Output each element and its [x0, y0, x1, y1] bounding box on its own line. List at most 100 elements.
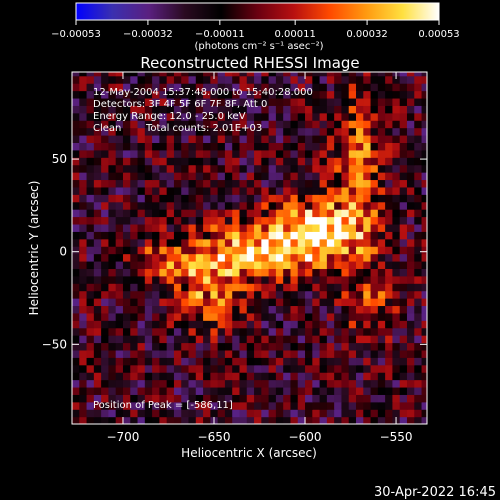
heatmap-cell	[86, 75, 95, 84]
heatmap-cell	[377, 172, 386, 181]
heatmap-cell	[181, 357, 190, 366]
heatmap-cell	[108, 127, 117, 136]
heatmap-cell	[363, 416, 372, 424]
heatmap-cell	[137, 320, 146, 329]
heatmap-cell	[173, 231, 182, 240]
heatmap-cell	[159, 179, 168, 188]
heatmap-cell	[334, 112, 343, 121]
heatmap-cell	[319, 364, 328, 373]
heatmap-cell	[319, 157, 328, 166]
heatmap-cell	[261, 275, 270, 284]
heatmap-cell	[334, 268, 343, 277]
heatmap-cell	[399, 305, 408, 314]
heatmap-cell	[144, 386, 153, 395]
heatmap-cell	[195, 127, 204, 136]
heatmap-cell	[392, 268, 401, 277]
heatmap-cell	[414, 164, 423, 173]
heatmap-cell	[210, 305, 219, 314]
heatmap-cell	[152, 349, 160, 358]
heatmap-cell	[421, 112, 427, 121]
heatmap-cell	[254, 357, 262, 366]
heatmap-cell	[392, 305, 401, 314]
heatmap-cell	[261, 372, 270, 381]
heatmap-cell	[101, 379, 110, 388]
heatmap-cell	[326, 394, 335, 403]
heatmap-cell	[348, 342, 357, 351]
heatmap-cell	[377, 312, 386, 321]
heatmap-cell	[122, 379, 131, 388]
heatmap-cell	[115, 75, 124, 84]
heatmap-cell	[130, 283, 139, 292]
heatmap-cell	[173, 364, 182, 373]
heatmap-cell	[283, 327, 292, 336]
heatmap-cell	[334, 320, 343, 329]
heatmap-cell	[159, 401, 168, 410]
heatmap-cell	[414, 142, 423, 151]
heatmap-cell	[101, 105, 110, 114]
heatmap-cell	[166, 209, 175, 218]
heatmap-cell	[348, 394, 357, 403]
heatmap-cell	[166, 164, 175, 173]
heatmap-cell	[144, 357, 153, 366]
heatmap-cell	[108, 357, 117, 366]
heatmap-cell	[217, 83, 226, 92]
heatmap-cell	[79, 394, 88, 403]
heatmap-cell	[275, 416, 284, 424]
heatmap-cell	[86, 238, 95, 247]
heatmap-cell	[137, 401, 146, 410]
heatmap-cell	[377, 157, 386, 166]
heatmap-cell	[239, 335, 248, 344]
heatmap-cell	[268, 231, 277, 240]
heatmap-cell	[254, 164, 262, 173]
heatmap-cell	[210, 209, 219, 218]
heatmap-cell	[370, 157, 379, 166]
heatmap-cell	[181, 283, 190, 292]
heatmap-cell	[122, 223, 131, 232]
heatmap-cell	[334, 105, 343, 114]
heatmap-cell	[93, 416, 102, 424]
heatmap-cell	[297, 83, 306, 92]
heatmap-cell	[232, 401, 241, 410]
heatmap-cell	[326, 72, 335, 77]
heatmap-cell	[341, 246, 350, 255]
heatmap-cell	[181, 320, 190, 329]
heatmap-cell	[268, 194, 277, 203]
heatmap-cell	[275, 72, 284, 77]
heatmap-cell	[122, 231, 131, 240]
heatmap-cell	[108, 149, 117, 158]
heatmap-cell	[392, 357, 401, 366]
heatmap-cell	[144, 201, 153, 210]
heatmap-cell	[210, 186, 219, 195]
heatmap-cell	[370, 379, 379, 388]
heatmap-cell	[232, 246, 241, 255]
heatmap-cell	[392, 320, 401, 329]
chart-title: Reconstructed RHESSI Image	[140, 54, 359, 72]
heatmap-cell	[159, 379, 168, 388]
heatmap-cell	[414, 194, 423, 203]
heatmap-cell	[414, 246, 423, 255]
heatmap-cell	[79, 72, 88, 77]
heatmap-cell	[122, 246, 131, 255]
heatmap-cell	[246, 401, 255, 410]
heatmap-cell	[326, 216, 335, 225]
heatmap-cell	[275, 209, 284, 218]
heatmap-cell	[421, 394, 427, 403]
heatmap-cell	[173, 290, 182, 299]
heatmap-cell	[93, 179, 102, 188]
heatmap-cell	[392, 349, 401, 358]
heatmap-cell	[173, 312, 182, 321]
heatmap-cell	[181, 394, 190, 403]
heatmap-cell	[144, 149, 153, 158]
heatmap-cell	[305, 142, 313, 151]
heatmap-cell	[275, 305, 284, 314]
heatmap-cell	[246, 194, 255, 203]
heatmap-cell	[188, 386, 197, 395]
heatmap-cell	[290, 149, 299, 158]
heatmap-cell	[356, 335, 364, 344]
heatmap-cell	[195, 149, 204, 158]
heatmap-cell	[152, 179, 160, 188]
heatmap-cell	[188, 75, 197, 84]
heatmap-cell	[392, 179, 401, 188]
heatmap-cell	[181, 238, 190, 247]
